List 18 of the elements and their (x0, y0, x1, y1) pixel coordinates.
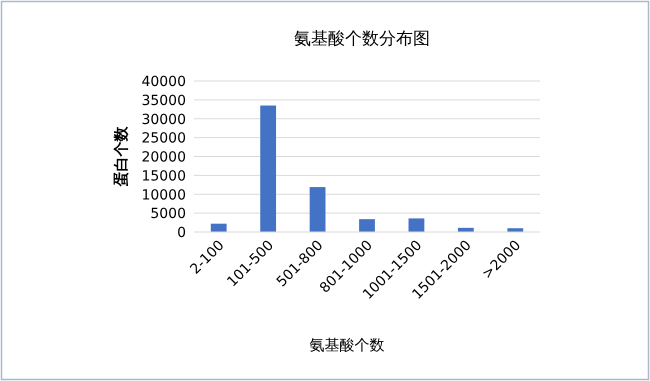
bar (507, 228, 524, 232)
y-tick-label: 40000 (141, 74, 186, 90)
bar (310, 187, 326, 232)
bar (359, 219, 375, 232)
y-tick-label: 0 (177, 225, 186, 241)
y-tick-label: 15000 (141, 168, 186, 184)
y-tick-label: 10000 (141, 187, 186, 204)
y-tick-label: 35000 (141, 92, 186, 109)
y-tick-label: 30000 (141, 112, 186, 128)
bar (260, 106, 276, 232)
y-tick-label: 20000 (141, 150, 186, 166)
x-axis-title: 氨基酸个数 (310, 336, 384, 354)
y-tick-label: 5000 (150, 206, 186, 222)
bar (210, 224, 227, 232)
y-axis-title: 蛋白个数 (112, 126, 130, 188)
y-tick-label: 25000 (141, 130, 186, 147)
bar (408, 218, 424, 232)
chart-title: 氨基酸个数分布图 (294, 29, 430, 49)
